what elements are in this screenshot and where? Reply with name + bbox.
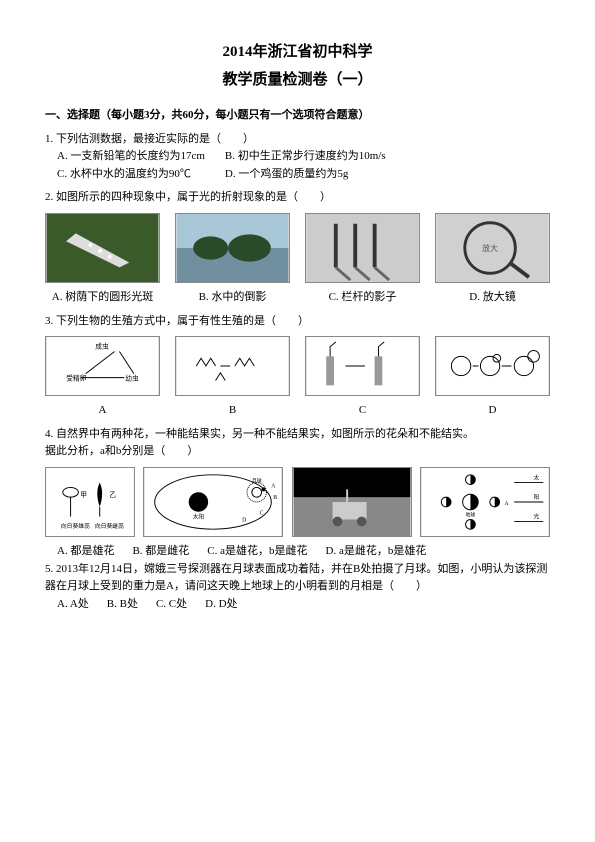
q3-labels: A B C D (45, 402, 550, 420)
q5-options: A. A处 B. B处 C. C处 D. D处 (57, 596, 550, 614)
q2-img-b (175, 213, 290, 283)
q2-labels: A. 树荫下的圆形光斑 B. 水中的倒影 C. 栏杆的影子 D. 放大镜 (45, 289, 550, 307)
svg-text:月球: 月球 (252, 478, 262, 485)
q3-img-d (435, 336, 550, 396)
q5-img-orbit: 太阳月球ABCD (143, 467, 283, 537)
q4-img-flower: 甲 乙向日葵雄蕊向日葵雌蕊 (45, 467, 135, 537)
svg-text:成虫: 成虫 (95, 342, 109, 351)
q1-options: A. 一支新铅笔的长度约为17cm C. 水杯中水的温度约为90℃ B. 初中生… (57, 148, 550, 183)
q2-images: 放大 (45, 213, 550, 283)
q4-options: A. 都是雄花 B. 都是雌花 C. a是雄花，b是雌花 D. a是雌花，b是雄… (57, 543, 550, 561)
q4-opt-b: B. 都是雌花 (132, 543, 189, 561)
title-1: 2014年浙江省初中科学 (45, 40, 550, 64)
q3-lab-d: D (435, 402, 550, 420)
q2-lab-a: A. 树荫下的圆形光斑 (45, 289, 160, 307)
q3-lab-b: B (175, 402, 290, 420)
q2-img-d: 放大 (435, 213, 550, 283)
q5-img-rover (292, 467, 412, 537)
q2-lab-b: B. 水中的倒影 (175, 289, 290, 307)
page-header: 2014年浙江省初中科学 教学质量检测卷（一） (45, 40, 550, 92)
svg-text:地球: 地球 (466, 512, 476, 519)
q4-opt-d: D. a是雌花，b是雄花 (326, 543, 427, 561)
q2-lab-d: D. 放大镜 (435, 289, 550, 307)
q2-img-a (45, 213, 160, 283)
question-2: 2. 如图所示的四种现象中，属于光的折射现象的是（ ） 放大 A. 树荫下的圆形… (45, 189, 550, 306)
q1-stem: 1. 下列估测数据，最接近实际的是（ ） (45, 131, 550, 149)
q4-opt-c: C. a是雄花，b是雌花 (207, 543, 307, 561)
q2-lab-c: C. 栏杆的影子 (305, 289, 420, 307)
svg-text:光: 光 (534, 512, 540, 520)
q1-opt-c: C. 水杯中水的温度约为90℃ (57, 166, 205, 184)
q3-images: 成虫受精卵幼虫 (45, 336, 550, 396)
question-3: 3. 下列生物的生殖方式中，属于有性生殖的是（ ） 成虫受精卵幼虫 A B C … (45, 313, 550, 420)
q5-opt-a: A. A处 (57, 596, 89, 614)
svg-text:C: C (260, 511, 264, 517)
q3-lab-a: A (45, 402, 160, 420)
svg-text:向日葵雄蕊: 向日葵雄蕊 (61, 522, 90, 530)
q5-opt-c: C. C处 (156, 596, 187, 614)
svg-text:乙: 乙 (109, 491, 116, 499)
q3-lab-c: C (305, 402, 420, 420)
q5-img-phase: 地球A太阳光 (420, 467, 550, 537)
q5-opt-b: B. B处 (107, 596, 138, 614)
svg-text:太: 太 (534, 474, 540, 482)
q4-stem: 4. 自然界中有两种花，一种能结果实，另一种不能结果实，如图所示的花朵和不能结实… (45, 426, 550, 444)
q1-opt-d: D. 一个鸡蛋的质量约为5g (225, 166, 386, 184)
q3-img-c (305, 336, 420, 396)
q4-opt-a: A. 都是雄花 (57, 543, 114, 561)
q2-img-c (305, 213, 420, 283)
svg-text:阳: 阳 (534, 493, 540, 501)
svg-text:B: B (274, 495, 278, 501)
svg-text:太阳: 太阳 (193, 512, 205, 520)
svg-text:放大: 放大 (482, 243, 498, 253)
q45-images: 甲乙向日葵雄蕊向日葵雌蕊 太阳月球ABCD 地球A太阳光 (45, 467, 550, 537)
q5-stem: 5. 2013年12月14日，嫦娥三号探测器在月球表面成功着陆，并在B处拍摄了月… (45, 561, 550, 596)
svg-text:幼虫: 幼虫 (125, 374, 139, 383)
title-2: 教学质量检测卷（一） (45, 68, 550, 92)
q3-img-a: 成虫受精卵幼虫 (45, 336, 160, 396)
q2-stem: 2. 如图所示的四种现象中，属于光的折射现象的是（ ） (45, 189, 550, 207)
svg-text:向日葵雌蕊: 向日葵雌蕊 (95, 522, 124, 530)
question-4: 4. 自然界中有两种花，一种能结果实，另一种不能结果实，如图所示的花朵和不能结实… (45, 426, 550, 461)
svg-text:甲: 甲 (80, 491, 87, 499)
q1-opt-a: A. 一支新铅笔的长度约为17cm (57, 148, 205, 166)
question-1: 1. 下列估测数据，最接近实际的是（ ） A. 一支新铅笔的长度约为17cm C… (45, 131, 550, 184)
section-1-title: 一、选择题（每小题3分，共60分，每小题只有一个选项符合题意） (45, 107, 550, 125)
q5-opt-d: D. D处 (205, 596, 237, 614)
q4-sub: 据此分析，a和b分别是（ ） (45, 443, 550, 461)
q3-stem: 3. 下列生物的生殖方式中，属于有性生殖的是（ ） (45, 313, 550, 331)
svg-text:D: D (242, 517, 246, 523)
question-5: 5. 2013年12月14日，嫦娥三号探测器在月球表面成功着陆，并在B处拍摄了月… (45, 561, 550, 614)
q3-img-b (175, 336, 290, 396)
q1-opt-b: B. 初中生正常步行速度约为10m/s (225, 148, 386, 166)
